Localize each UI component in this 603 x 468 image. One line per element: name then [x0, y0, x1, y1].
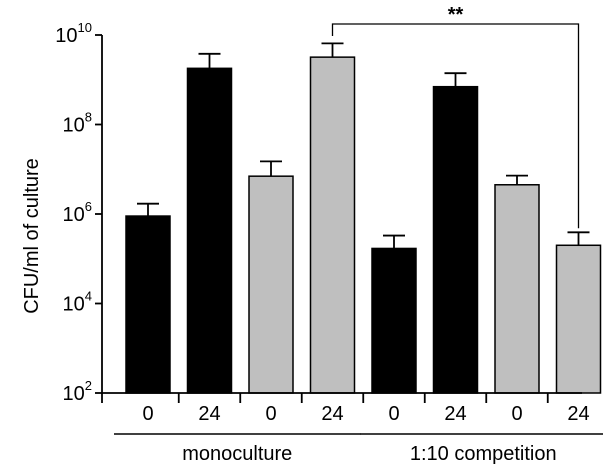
y-tick-label: 106	[63, 199, 92, 226]
x-tick-label: 24	[444, 403, 466, 425]
y-tick-label: 1010	[55, 20, 92, 47]
x-tick-label: 0	[388, 403, 399, 425]
x-tick-label: 0	[142, 403, 153, 425]
significance-label: **	[448, 4, 464, 26]
y-tick-labels: 102 104 106 108 1010	[55, 20, 92, 405]
error-bars-layer	[137, 42, 590, 249]
axes-layer	[95, 34, 582, 403]
bar	[309, 56, 356, 394]
x-tick-label: 0	[511, 403, 522, 425]
x-tick-label: 24	[321, 403, 343, 425]
y-tick-label: 104	[63, 289, 92, 316]
bar	[555, 244, 602, 394]
bar	[432, 85, 479, 394]
bars-layer	[125, 56, 602, 394]
group-labels: monoculture 1:10 competition	[114, 433, 603, 465]
bar	[125, 215, 171, 394]
y-tick-label: 102	[63, 378, 92, 405]
y-tick-label: 108	[63, 110, 92, 137]
x-tick-labels: 0 24 0 24 0 24 0 24	[142, 403, 589, 425]
bar	[248, 175, 294, 394]
significance-bracket: **	[331, 4, 580, 229]
group-label: 1:10 competition	[410, 443, 557, 465]
y-axis-label: CFU/ml of culture	[21, 158, 43, 314]
bar	[494, 184, 540, 394]
x-tick-label: 24	[198, 403, 220, 425]
x-tick-label: 24	[567, 403, 589, 425]
significance-line	[331, 23, 580, 229]
bar	[186, 67, 233, 394]
bar	[371, 247, 417, 394]
x-tick-label: 0	[265, 403, 276, 425]
group-label: monoculture	[182, 443, 292, 465]
